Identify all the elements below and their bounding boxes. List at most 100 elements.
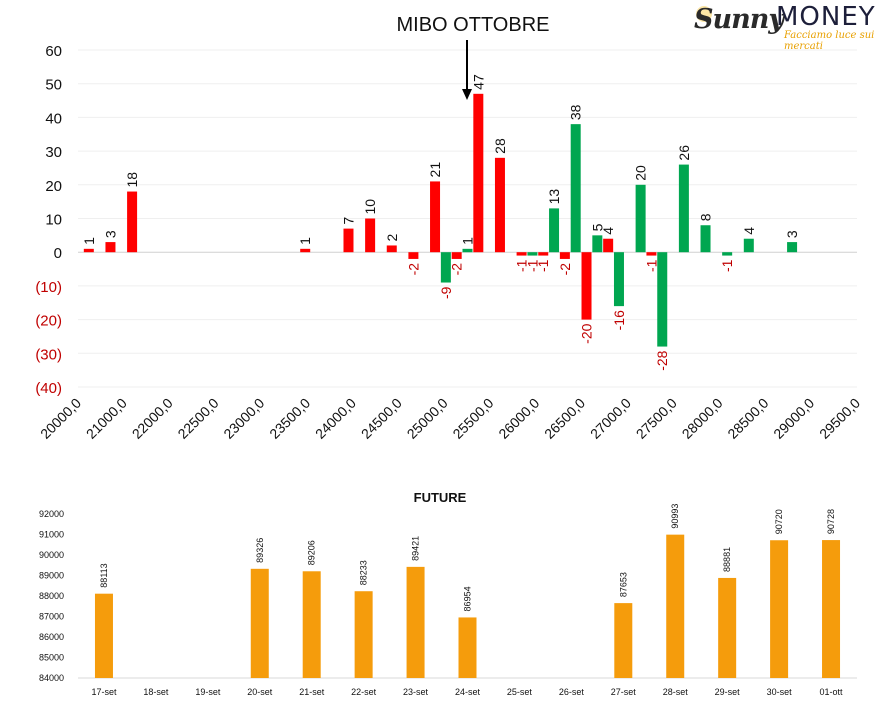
future-bar-value-label: 87653 (618, 572, 628, 597)
x-tick-label: 29000,0 (770, 395, 817, 442)
x-tick-label: 20000,0 (37, 395, 84, 442)
x-tick-label: 23000,0 (220, 395, 267, 442)
x-tick-label: 24500,0 (358, 395, 405, 442)
bar (603, 238, 614, 253)
bar-value-label: 8 (698, 213, 714, 221)
future-bar (718, 577, 737, 678)
y-tick-label: 50 (45, 77, 62, 94)
x-tick-label: 21000,0 (83, 395, 130, 442)
x-tick-label: 27500,0 (633, 395, 680, 442)
bar (440, 252, 451, 283)
future-bar-value-label: 88233 (359, 560, 369, 585)
bar-value-label: 21 (427, 162, 443, 178)
future-x-tick-label: 29-set (715, 687, 741, 697)
bar-value-label: 28 (492, 138, 508, 154)
bar (646, 252, 657, 256)
y-tick-label: 40 (45, 110, 62, 127)
future-bar (354, 591, 373, 678)
future-y-tick-label: 86000 (39, 632, 64, 642)
bar-value-label: 38 (568, 104, 584, 120)
bar-value-label: -16 (611, 310, 627, 330)
bar (430, 181, 441, 253)
mibo-options-chart: 6050403020100(10)(20)(30)(40)131817102-2… (35, 14, 863, 442)
bar (635, 184, 646, 253)
sunny-money-logo: Sunny MONEY Facciamo luce sui mercati (694, 2, 894, 52)
future-x-tick-label: 28-set (663, 687, 689, 697)
bar (657, 252, 668, 347)
future-x-tick-label: 22-set (351, 687, 377, 697)
future-bar (770, 540, 789, 678)
future-x-tick-label: 30-set (767, 687, 793, 697)
future-y-tick-label: 84000 (39, 673, 64, 683)
bar-value-label: 20 (633, 165, 649, 181)
y-tick-label: 10 (45, 212, 62, 229)
future-chart: FUTURE 92000 91000 90000 89000 88000 87000 8600… (39, 490, 857, 697)
bar-value-label: 13 (546, 189, 562, 205)
bar (386, 245, 397, 253)
future-x-tick-label: 01-ott (820, 687, 844, 697)
bar-value-label: 4 (600, 227, 616, 235)
future-y-tick-label: 90000 (39, 550, 64, 560)
bar (570, 124, 581, 253)
bar-value-label: 2 (384, 233, 400, 241)
bar-value-label: -1 (535, 259, 551, 272)
future-bar-value-label: 88881 (722, 547, 732, 572)
y-tick-label: (40) (35, 380, 62, 397)
bar (527, 252, 538, 256)
future-bar-value-label: 90720 (774, 509, 784, 534)
bar (559, 252, 570, 259)
bar (743, 238, 754, 253)
future-y-tick-label: 87000 (39, 612, 64, 622)
bar-value-label: -2 (557, 263, 573, 276)
bar (408, 252, 419, 259)
bar (451, 252, 462, 259)
bar-value-label: 1 (297, 237, 313, 245)
future-bar-value-label: 86954 (463, 586, 473, 611)
future-x-tick-label: 25-set (507, 687, 533, 697)
bar (494, 157, 505, 253)
annotation-label: MIBO OTTOBRE (397, 14, 550, 36)
future-y-tick-label: 89000 (39, 571, 64, 581)
x-tick-label: 23500,0 (266, 395, 313, 442)
future-bar-value-label: 89326 (255, 538, 265, 563)
bar-value-label: 10 (362, 199, 378, 215)
bar-value-label: -2 (405, 263, 421, 276)
future-x-tick-label: 18-set (143, 687, 169, 697)
x-tick-label: 25500,0 (449, 395, 496, 442)
x-tick-label: 28500,0 (724, 395, 771, 442)
future-title: FUTURE (414, 490, 467, 505)
bar-value-label: 7 (340, 217, 356, 225)
bar (462, 248, 473, 253)
future-bar-value-label: 89206 (307, 540, 317, 565)
bar (700, 225, 711, 253)
x-tick-label: 29500,0 (816, 395, 863, 442)
y-tick-label: 0 (54, 245, 62, 262)
bar-value-label: 3 (784, 230, 800, 238)
future-bar-value-label: 88113 (99, 563, 109, 587)
logo-tagline: Facciamo luce sui mercati (784, 30, 875, 52)
x-tick-label: 22000,0 (129, 395, 176, 442)
y-tick-label: 30 (45, 144, 62, 161)
bar-value-label: 18 (124, 172, 140, 188)
future-bar (666, 534, 685, 678)
bar (105, 242, 116, 253)
future-bar (822, 540, 841, 678)
future-bar (614, 603, 633, 678)
y-tick-label: (10) (35, 279, 62, 296)
future-x-tick-label: 23-set (403, 687, 429, 697)
bar (343, 228, 354, 253)
future-y-tick-label: 91000 (39, 530, 64, 540)
bar-value-label: 3 (102, 230, 118, 238)
bar-value-label: -1 (524, 259, 540, 272)
bar-value-label: 5 (589, 223, 605, 231)
bar (516, 252, 527, 256)
bar-value-label: -1 (643, 259, 659, 272)
bar-value-label: 47 (470, 74, 486, 90)
bar-value-label: -1 (514, 259, 530, 272)
bar (678, 164, 689, 253)
bar (127, 191, 138, 253)
future-y-tick-label: 88000 (39, 591, 64, 601)
future-bar (458, 617, 477, 678)
x-tick-label: 27000,0 (587, 395, 634, 442)
y-tick-label: 60 (45, 43, 62, 60)
